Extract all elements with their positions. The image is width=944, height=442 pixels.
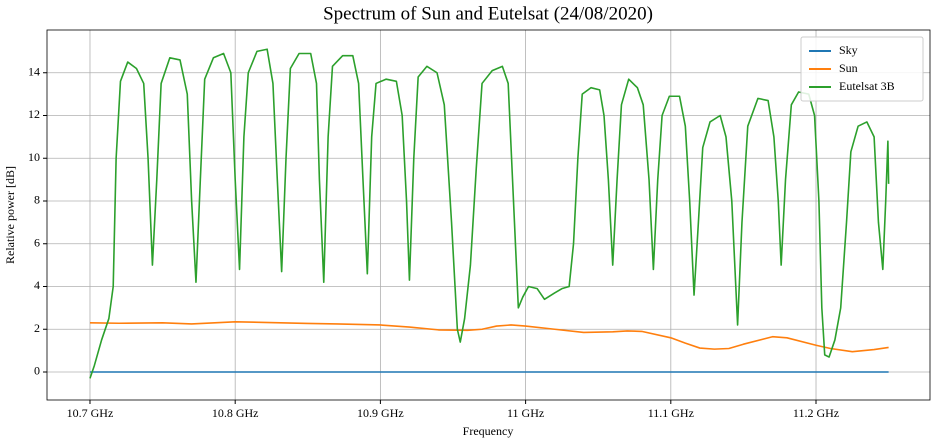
x-tick-label: 11 GHz [507, 406, 544, 420]
x-tick-label: 11.1 GHz [648, 406, 694, 420]
y-tick-label: 12 [28, 107, 40, 121]
y-tick-label: 4 [34, 278, 40, 292]
legend-label: Sky [839, 43, 858, 57]
x-tick-label: 10.9 GHz [357, 406, 404, 420]
x-axis-label: Frequency [463, 424, 514, 438]
legend-label: Eutelsat 3B [839, 79, 895, 93]
legend-box [800, 36, 924, 102]
y-tick-label: 6 [34, 235, 40, 249]
y-tick-label: 0 [34, 364, 40, 378]
line-series [89, 48, 890, 379]
y-axis-label: Relative power [dB] [3, 166, 17, 264]
y-tick-label: 14 [28, 64, 40, 78]
x-tick-label: 10.7 GHz [67, 406, 114, 420]
x-tick-label: 10.8 GHz [212, 406, 259, 420]
chart-title: Spectrum of Sun and Eutelsat (24/08/2020… [323, 3, 653, 24]
plot-frame [46, 29, 931, 401]
y-tick-label: 10 [28, 150, 40, 164]
legend-label: Sun [839, 61, 858, 75]
legend: Sky Sun Eutelsat 3B [800, 36, 924, 102]
line-series [89, 320, 889, 353]
y-tick-label: 8 [34, 193, 40, 207]
x-tick-label: 11.2 GHz [793, 406, 839, 420]
y-tick-label: 2 [34, 321, 40, 335]
